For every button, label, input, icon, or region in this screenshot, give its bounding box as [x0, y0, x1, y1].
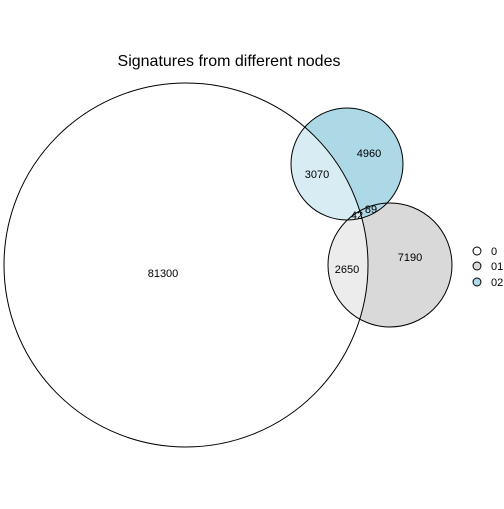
legend-label-01: 01 [491, 261, 503, 273]
count-0-and-01: 2650 [335, 264, 359, 276]
legend-swatch-01 [472, 261, 482, 271]
legend-label-02: 02 [491, 277, 503, 289]
legend-swatch-0 [472, 246, 482, 256]
count-01-and-02: 89 [365, 204, 377, 216]
chart-title: Signatures from different nodes [118, 53, 341, 70]
set-0-outline [3, 82, 369, 448]
count-only-0: 81300 [148, 268, 179, 280]
count-all-three: 42 [351, 210, 363, 222]
overlap-0-01-fill [328, 203, 368, 327]
set-01-outline [327, 202, 453, 328]
legend-swatch-02 [472, 277, 482, 287]
count-0-and-02: 3070 [305, 169, 329, 181]
legend-label-0: 0 [491, 246, 497, 258]
count-only-02: 4960 [357, 148, 381, 160]
set-0-fill [4, 83, 368, 447]
count-only-01: 7190 [398, 252, 422, 264]
set-02-outline [290, 107, 404, 221]
legend: 0 01 02 [472, 246, 503, 289]
